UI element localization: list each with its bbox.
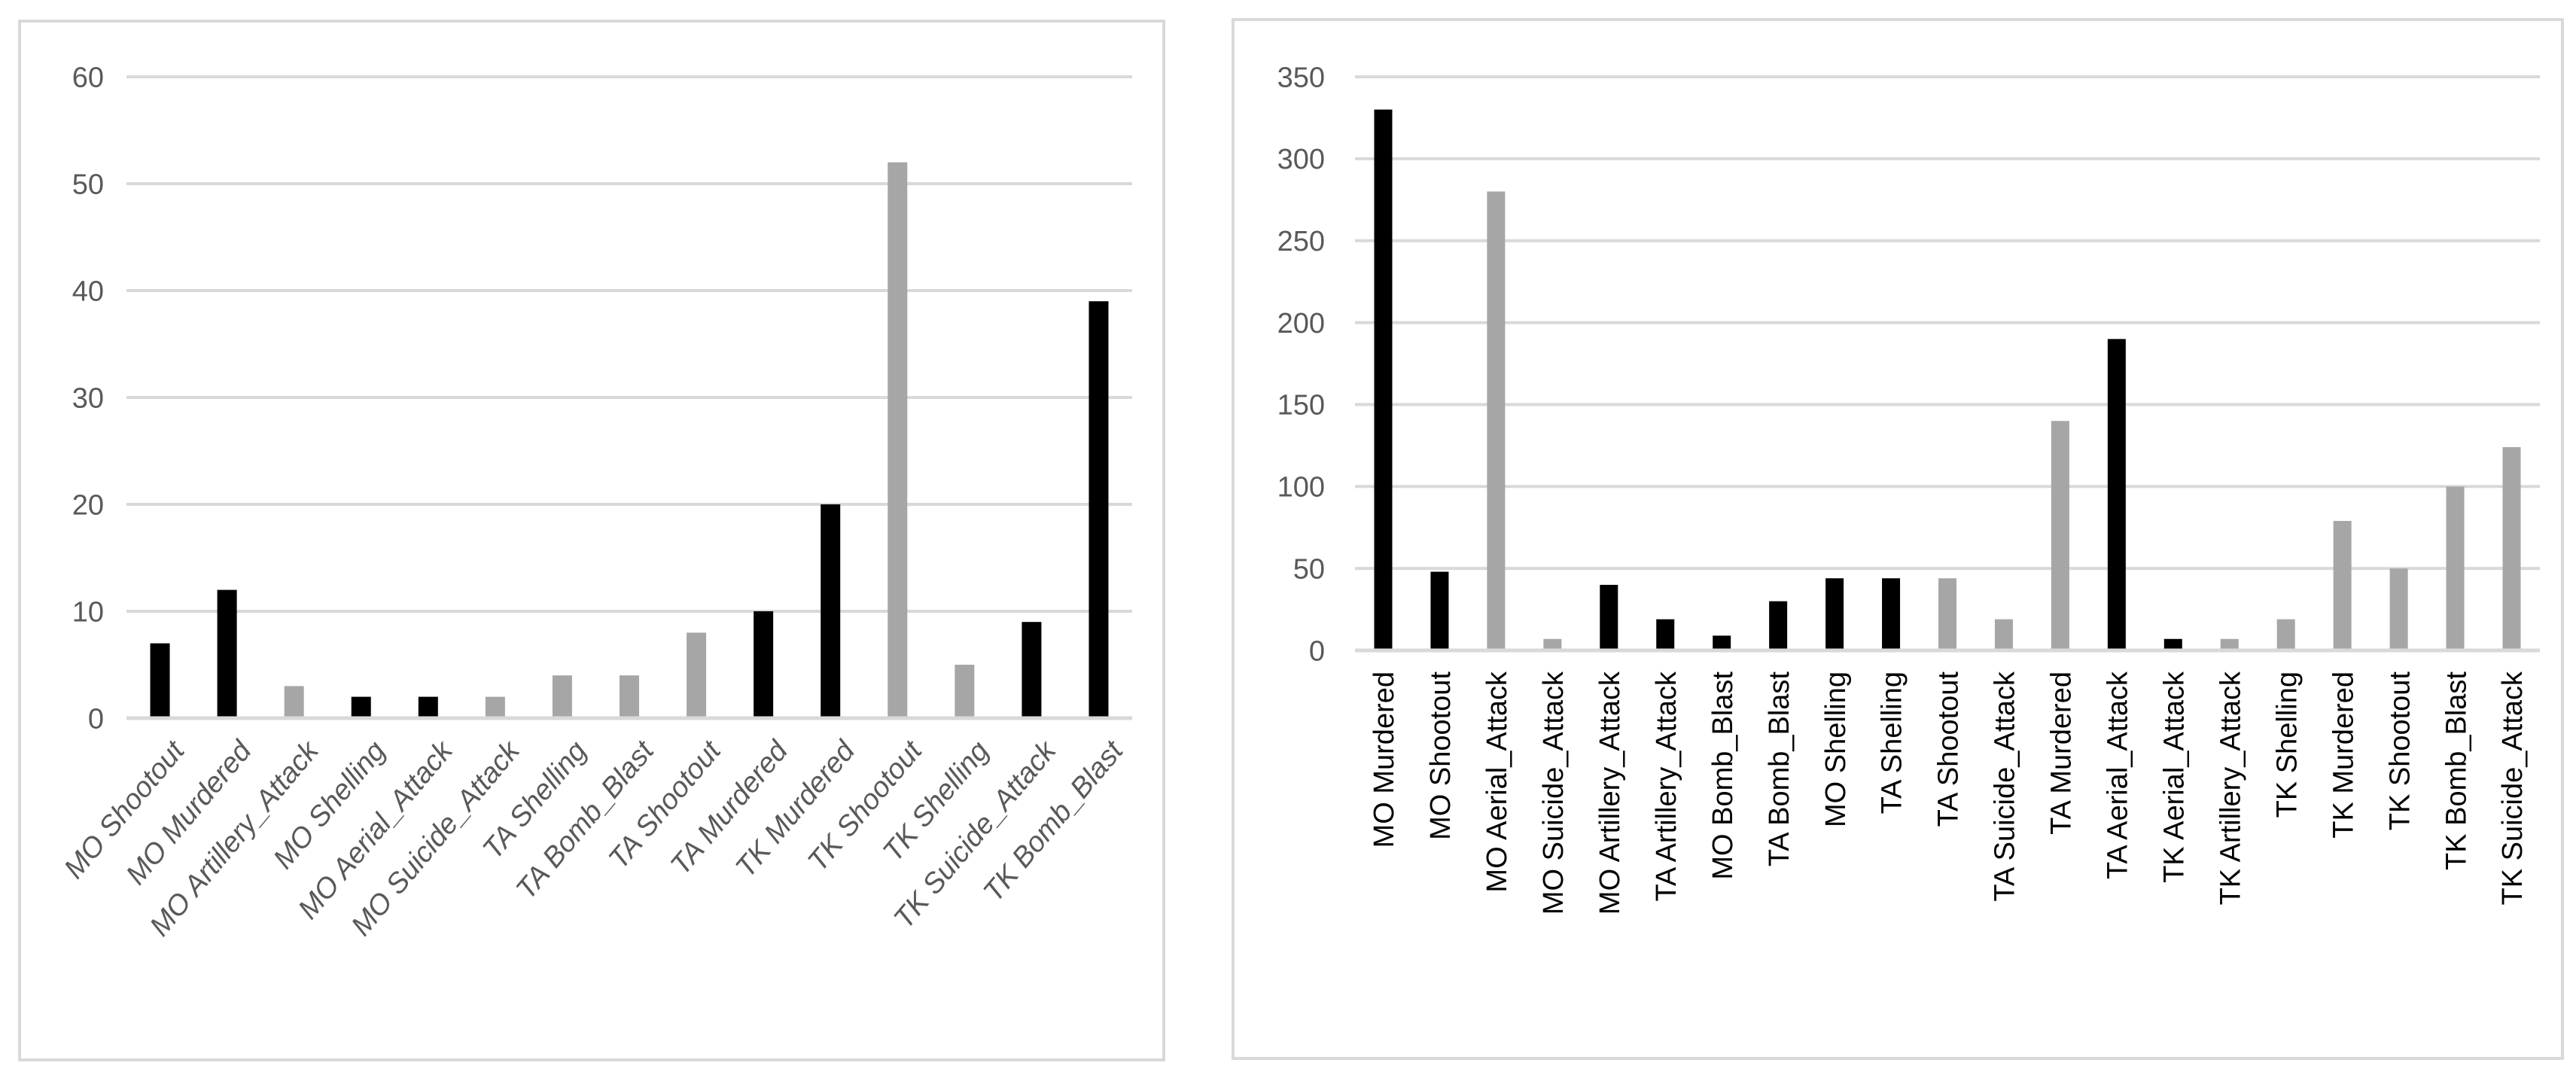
chart1-bar-tk-shelling (2276, 619, 2295, 650)
chart1-bar-mo-aerial-attack (1487, 191, 1506, 650)
chart1-bar-tk-murdered (2333, 521, 2352, 650)
left-chart-panel: 0 10 20 30 40 50 60 MO Shootout MO Murdered MO Ar… (18, 20, 1165, 1061)
chart1-x-tick-label-ta-shootout: TA Shootout (1933, 671, 1965, 827)
chart1-x-tick-label-ta-bomb-blast: TA Bomb_Blast (1764, 671, 1795, 867)
chart0-bar-mo-murdered (217, 589, 237, 718)
chart0-bar-tk-murdered (821, 504, 841, 718)
chart0-y-tick-label: 60 (72, 62, 104, 93)
chart1-x-tick-label-tk-aerial-attack: TK Aerial_Attack (2158, 671, 2190, 883)
chart1-x-tick-label-mo-aerial-attack: MO Aerial_Attack (1481, 671, 1513, 893)
chart1-y-tick-label: 250 (1277, 226, 1325, 257)
chart0-bar-ta-shelling (552, 675, 572, 718)
chart1-bar-ta-aerial-attack (2107, 339, 2126, 650)
chart0-bar-mo-suicide-attack (485, 696, 505, 718)
chart1-x-tick-label-mo-suicide-attack: MO Suicide_Attack (1538, 671, 1570, 915)
chart1-bar-ta-shootout (1938, 578, 1956, 650)
chart1-bar-tk-shootout (2389, 568, 2408, 650)
chart0-bar-mo-shootout (150, 643, 170, 718)
chart0-bar-tk-shootout (888, 162, 908, 719)
chart1-x-tick-label-ta-artillery-attack: TA Artillery_Attack (1651, 671, 1682, 902)
chart0-bar-ta-murdered (754, 611, 774, 718)
chart1-bar-ta-suicide-attack (1994, 619, 2013, 650)
chart1-x-tick-label-ta-murdered: TA Murdered (2046, 671, 2078, 835)
chart1-y-tick-label: 150 (1277, 390, 1325, 422)
chart1-x-tick-label-ta-shelling: TA Shelling (1877, 671, 1908, 814)
chart0-bar-ta-shootout (687, 632, 707, 718)
chart1-y-tick-label: 50 (1293, 553, 1325, 585)
chart1-x-tick-label-tk-artillery-attack: TK Artillery_Attack (2215, 671, 2246, 905)
chart0-y-tick-label: 10 (72, 596, 104, 628)
chart1-bar-mo-suicide-attack (1543, 638, 1562, 650)
chart1-y-tick-label: 350 (1277, 62, 1325, 93)
chart1-x-tick-label-tk-murdered: TK Murdered (2328, 671, 2359, 839)
chart1-y-tick-label: 100 (1277, 472, 1325, 504)
chart1-x-tick-label-mo-bomb-blast: MO Bomb_Blast (1707, 671, 1739, 880)
chart1-bar-mo-bomb-blast (1713, 635, 1731, 650)
chart1-x-tick-label-tk-bomb-blast: TK Bomb_Blast (2441, 671, 2472, 870)
chart1-x-tick-label-mo-murdered: MO Murdered (1369, 671, 1400, 848)
chart0-bar-tk-suicide-attack (1022, 622, 1042, 718)
chart0-y-tick-label: 0 (88, 703, 104, 735)
chart1-bar-ta-bomb-blast (1769, 601, 1788, 650)
right-bar-chart: 0 50 100 150 200 250 300 350 MO Murdered MO Shoot… (1277, 62, 2540, 915)
chart1-bar-mo-artillery-attack (1600, 584, 1618, 650)
chart1-bar-tk-bomb-blast (2446, 486, 2465, 650)
chart0-y-tick-label: 50 (72, 169, 104, 200)
chart0-bar-tk-shelling (955, 665, 975, 718)
chart1-x-tick-label-mo-shootout: MO Shootout (1425, 671, 1457, 840)
chart0-bar-tk-bomb-blast (1089, 301, 1109, 718)
chart1-bar-mo-murdered (1374, 109, 1393, 650)
right-chart-panel: 0 50 100 150 200 250 300 350 MO Murdered MO Shoot… (1232, 18, 2564, 1060)
chart1-x-tick-label-mo-artillery-attack: MO Artillery_Attack (1594, 671, 1626, 915)
chart1-x-tick-label-tk-shelling: TK Shelling (2271, 671, 2303, 818)
chart1-bar-mo-shelling (1825, 578, 1844, 650)
chart1-x-tick-label-ta-suicide-attack: TA Suicide_Attack (1990, 671, 2021, 902)
chart0-bar-ta-bomb-blast (620, 675, 639, 718)
chart1-bar-tk-artillery-attack (2220, 638, 2239, 650)
chart1-y-tick-label: 200 (1277, 308, 1325, 340)
chart1-x-tick-label-ta-aerial-attack: TA Aerial_Attack (2103, 671, 2134, 879)
chart1-bar-ta-shelling (1882, 578, 1901, 650)
chart1-bar-tk-aerial-attack (2163, 638, 2182, 650)
chart0-bar-mo-artillery-attack (284, 686, 304, 718)
chart0-y-tick-label: 40 (72, 276, 104, 307)
chart1-bar-mo-shootout (1430, 571, 1449, 650)
chart1-bar-ta-murdered (2051, 421, 2069, 650)
chart1-y-tick-label: 0 (1309, 635, 1325, 667)
chart0-bar-mo-shelling (351, 696, 371, 718)
chart1-bar-ta-artillery-attack (1656, 619, 1675, 650)
chart0-y-tick-label: 30 (72, 382, 104, 414)
chart1-x-tick-label-mo-shelling: MO Shelling (1820, 671, 1852, 827)
chart1-y-tick-label: 300 (1277, 144, 1325, 175)
chart0-bar-mo-aerial-attack (418, 696, 438, 718)
chart0-y-tick-label: 20 (72, 489, 104, 521)
chart1-x-tick-label-tk-suicide-attack: TK Suicide_Attack (2497, 671, 2529, 905)
chart1-x-tick-label-tk-shootout: TK Shootout (2384, 671, 2416, 831)
chart1-bar-tk-suicide-attack (2502, 447, 2521, 650)
